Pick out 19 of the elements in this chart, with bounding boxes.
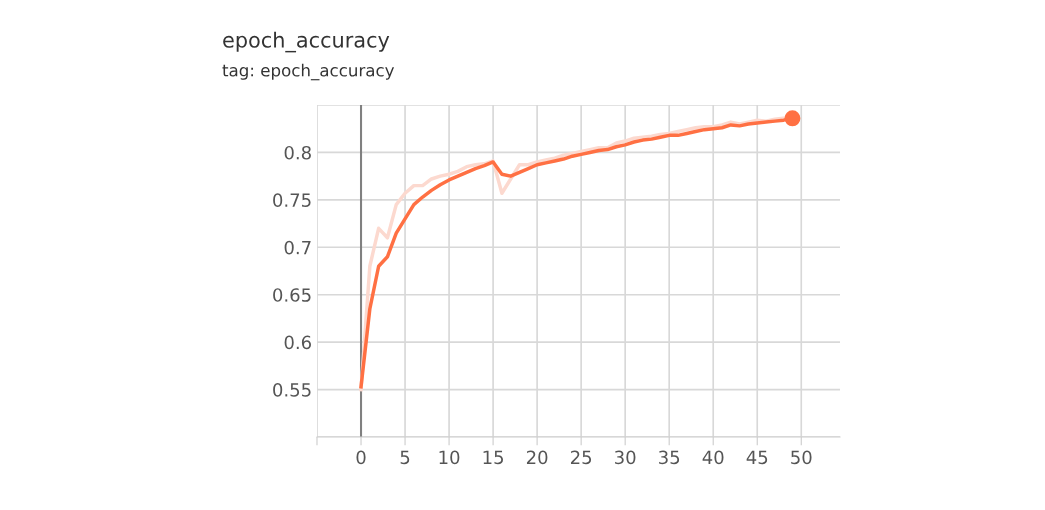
x-tick-label: 30 (615, 450, 636, 465)
x-tick-label: 15 (483, 450, 503, 465)
y-tick-label: 0.8 (284, 145, 311, 160)
x-tick-label: 25 (570, 450, 592, 465)
chart-title: epoch_accuracy (223, 31, 390, 53)
x-tick-label: 45 (746, 450, 768, 465)
x-tick-label: 0 (356, 450, 366, 465)
x-tick-label: 5 (400, 450, 410, 465)
y-tick-label: 0.75 (273, 193, 311, 207)
y-tick-label: 0.6 (284, 335, 311, 350)
x-tick-label: 40 (702, 450, 724, 465)
x-tick-label: 50 (791, 450, 812, 465)
y-tick-label: 0.55 (273, 383, 311, 397)
y-tick-label: 0.65 (273, 288, 311, 302)
x-tick-label: 20 (526, 450, 548, 465)
x-tick-label: 35 (659, 450, 680, 465)
y-tick-label: 0.7 (284, 240, 311, 255)
x-tick-label: 10 (439, 450, 460, 465)
chart-subtitle: tag: epoch_accuracy (222, 63, 395, 81)
